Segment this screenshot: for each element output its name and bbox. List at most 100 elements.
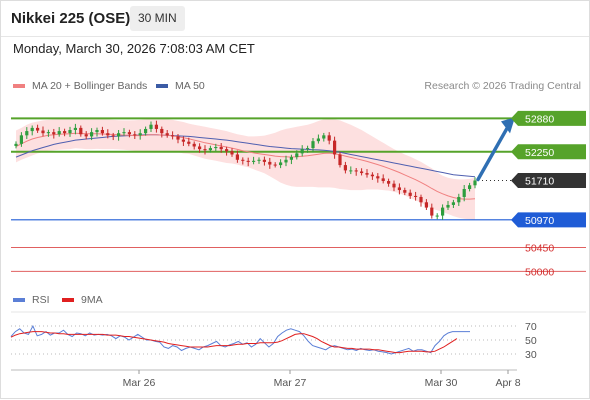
- candle-body: [435, 215, 439, 217]
- candle-body: [419, 196, 423, 203]
- candle-body: [73, 127, 77, 131]
- price-label-50000: 50000: [525, 266, 554, 278]
- candle-body: [154, 124, 158, 129]
- candle-body: [370, 174, 374, 177]
- candle-body: [403, 190, 407, 193]
- candle-body: [338, 154, 342, 166]
- legend-rsi: RSI: [13, 294, 50, 306]
- candle-body: [311, 141, 315, 149]
- candle-body: [392, 183, 396, 188]
- candle-body: [268, 161, 272, 165]
- rsi-tick-70: 70: [525, 321, 537, 333]
- price-tag-text-52880: 52880: [525, 113, 554, 125]
- candle-body: [414, 195, 418, 197]
- candle-body: [225, 149, 229, 152]
- candle-body: [149, 124, 153, 129]
- legend-bollinger: MA 20 + Bollinger Bands: [13, 80, 147, 92]
- price-tag-52250: [511, 144, 586, 160]
- candle-body: [381, 178, 385, 182]
- candle-body: [52, 132, 56, 135]
- candle-body: [446, 204, 450, 208]
- price-tag-text-50970: 50970: [525, 215, 554, 227]
- candle-body: [46, 132, 50, 134]
- candle-body: [90, 132, 94, 137]
- rsi-ma-swatch: [62, 298, 74, 303]
- candle-body: [235, 154, 239, 160]
- candle-body: [122, 132, 126, 134]
- chart-datetime: Monday, March 30, 2026 7:08:03 AM CET: [13, 41, 255, 56]
- candle-body: [111, 135, 115, 137]
- candle-body: [257, 159, 261, 161]
- candle-body: [84, 134, 88, 137]
- candle-body: [127, 132, 131, 135]
- candle-body: [230, 151, 234, 155]
- candle-body: [79, 127, 83, 135]
- candle-body: [208, 148, 212, 151]
- candle-body: [57, 131, 61, 135]
- candle-body: [214, 147, 218, 149]
- rsi-tick-30: 30: [525, 349, 537, 361]
- candle-body: [376, 176, 380, 179]
- candle-body: [252, 160, 256, 162]
- candle-body: [279, 162, 283, 166]
- candle-body: [30, 127, 34, 132]
- time-tick-label: Apr 8: [495, 377, 520, 389]
- candle-body: [273, 164, 277, 166]
- projection-arrow-shaft: [476, 126, 509, 182]
- candle-body: [262, 159, 266, 162]
- time-tick-label: Mar 26: [123, 377, 156, 389]
- candle-body: [117, 133, 121, 137]
- rsi-tick-50: 50: [525, 335, 537, 347]
- candle-body: [165, 133, 169, 136]
- candle-body: [397, 187, 401, 191]
- candle-body: [333, 140, 337, 155]
- candle-body: [63, 131, 67, 134]
- candle-body: [424, 202, 428, 208]
- candle-body: [289, 157, 293, 160]
- rsi-legend-label: RSI: [32, 294, 50, 306]
- candle-body: [203, 149, 207, 151]
- price-tag-text-51710: 51710: [525, 175, 554, 187]
- rsi-swatch: [13, 298, 25, 303]
- candle-body: [160, 128, 164, 134]
- candle-body: [171, 135, 175, 137]
- ma50-legend-label: MA 50: [175, 80, 205, 92]
- candle-body: [192, 143, 196, 147]
- candle-body: [25, 131, 29, 136]
- candle-body: [365, 173, 369, 175]
- candle-body: [95, 130, 99, 133]
- candle-body: [430, 207, 434, 216]
- candle-body: [327, 135, 331, 141]
- candle-body: [187, 141, 191, 144]
- bollinger-legend-label: MA 20 + Bollinger Bands: [32, 80, 148, 92]
- candle-body: [354, 170, 358, 172]
- candle-body: [295, 153, 299, 158]
- candle-body: [68, 130, 72, 134]
- candle-body: [19, 135, 23, 144]
- candle-body: [462, 189, 466, 197]
- ma50-line: [15, 134, 476, 178]
- candle-body: [473, 180, 477, 186]
- ma50-swatch: [156, 84, 168, 89]
- candle-body: [349, 170, 353, 172]
- price-tag-text-52250: 52250: [525, 147, 554, 159]
- price-tag-52880: [511, 110, 586, 126]
- timeframe-button[interactable]: 30 MIN: [130, 6, 185, 31]
- candle-body: [306, 148, 310, 150]
- candle-body: [14, 143, 18, 146]
- price-tag-50970: [511, 212, 586, 228]
- time-tick-label: Mar 27: [274, 377, 307, 389]
- candle-body: [441, 207, 445, 216]
- bollinger-swatch: [13, 84, 25, 89]
- candle-body: [387, 181, 391, 184]
- time-tick-label: Mar 30: [425, 377, 458, 389]
- header-bar: Nikkei 225 (OSE) 30 MIN: [0, 0, 590, 37]
- candle-body: [241, 159, 245, 161]
- candle-body: [343, 165, 347, 171]
- candle-body: [176, 136, 180, 140]
- candle-body: [246, 160, 250, 162]
- candle-body: [457, 196, 461, 203]
- candle-body: [322, 135, 326, 139]
- instrument-title: Nikkei 225 (OSE): [11, 10, 131, 27]
